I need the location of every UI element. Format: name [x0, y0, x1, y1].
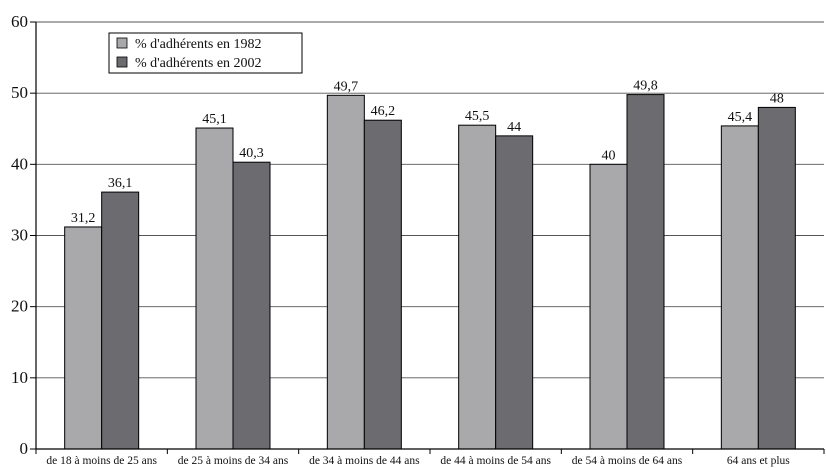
- bar-1982: [64, 226, 103, 450]
- x-category-label: de 44 à moins de 54 ans: [440, 455, 551, 467]
- data-label: 40: [602, 148, 616, 163]
- bar-2002: [232, 161, 271, 450]
- bar-2002: [757, 106, 796, 450]
- x-category-label: de 34 à moins de 44 ans: [309, 455, 420, 467]
- y-tick-label: 50: [11, 83, 28, 102]
- data-label: 49,8: [633, 79, 658, 94]
- bar-2002: [495, 135, 534, 450]
- bars: [64, 94, 796, 450]
- legend: % d'adhérents en 1982 % d'adhérents en 2…: [108, 32, 303, 74]
- data-label: 49,7: [334, 79, 359, 94]
- bar-2002: [363, 119, 402, 450]
- bar-1982: [326, 94, 365, 450]
- gridlines: [36, 21, 824, 379]
- bar-1982: [589, 163, 628, 450]
- bar-1982: [195, 127, 234, 450]
- data-label: 31,2: [71, 211, 96, 226]
- data-label: 45,1: [202, 112, 227, 127]
- y-tick-label: 40: [11, 154, 28, 173]
- y-tick-label: 0: [20, 439, 29, 458]
- y-axis-ticks: 0 10 20 30 40 50 60: [11, 12, 36, 458]
- data-label: 36,1: [108, 176, 133, 191]
- legend-box: [108, 32, 303, 74]
- legend-label-1982: % d'adhérents en 1982: [135, 37, 262, 52]
- data-label: 40,3: [239, 146, 264, 161]
- x-category-label: 64 ans et plus: [727, 455, 790, 467]
- y-tick-label: 60: [11, 12, 28, 31]
- legend-label-2002: % d'adhérents en 2002: [135, 56, 262, 71]
- data-label: 45,5: [465, 109, 490, 124]
- bar-2002: [101, 191, 140, 450]
- data-label: 46,2: [371, 104, 396, 119]
- legend-swatch-1982: [116, 37, 128, 49]
- bar-1982: [720, 125, 759, 450]
- y-tick-label: 10: [11, 368, 28, 387]
- data-labels: 31,2 36,1 45,1 40,3 49,7 46,2 45,5 44 40 49,8 45,4…: [71, 79, 784, 226]
- bar-2002: [626, 94, 665, 450]
- x-category-label: de 18 à moins de 25 ans: [46, 455, 157, 467]
- x-category-label: de 25 à moins de 34 ans: [178, 455, 289, 467]
- data-label: 48: [770, 91, 784, 106]
- data-label: 44: [507, 120, 521, 135]
- bar-1982: [458, 124, 497, 450]
- data-label: 45,4: [728, 110, 753, 125]
- x-category-label: de 54 à moins de 64 ans: [572, 455, 683, 467]
- y-tick-label: 30: [11, 226, 28, 245]
- x-axis-categories: de 18 à moins de 25 ans de 25 à moins de …: [35, 449, 825, 467]
- y-tick-label: 20: [11, 297, 28, 316]
- legend-swatch-2002: [116, 56, 128, 68]
